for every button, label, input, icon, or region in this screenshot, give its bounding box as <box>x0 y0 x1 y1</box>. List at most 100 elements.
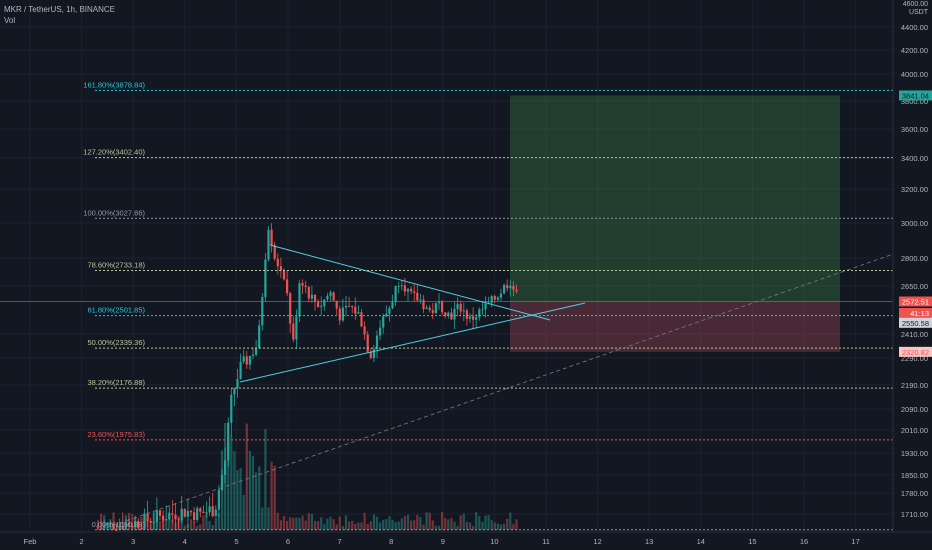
price-axis-tick: 4000.00 <box>901 70 928 79</box>
volume-bar <box>487 514 490 530</box>
candle-body <box>499 293 503 298</box>
candle-body <box>96 527 100 529</box>
candle-body <box>317 301 320 308</box>
triangle-upper-trendline[interactable] <box>269 244 551 321</box>
candle-body <box>248 355 251 365</box>
price-axis-tick: 4200.00 <box>901 46 928 55</box>
time-axis-label: 4 <box>183 537 187 546</box>
position-zones[interactable] <box>0 95 893 352</box>
candle-body <box>462 310 465 312</box>
candle-body <box>267 229 270 260</box>
volume-bar <box>329 516 332 530</box>
volume-bar <box>478 516 481 530</box>
candle-body <box>323 299 326 307</box>
candle-body <box>289 293 292 324</box>
candle-body <box>391 302 394 309</box>
candle-body <box>112 523 115 530</box>
candle-body <box>152 521 155 523</box>
candle-body <box>478 309 481 318</box>
volume-bar <box>493 522 496 530</box>
volume-bar <box>422 524 425 530</box>
price-axis-tick: 1710.00 <box>901 510 928 519</box>
candle-body <box>369 351 372 358</box>
volume-bar <box>344 515 348 530</box>
price-axis-tick: 3400.00 <box>901 154 928 163</box>
price-axis-tick: 2190.00 <box>901 381 928 390</box>
volume-bar <box>307 513 310 530</box>
time-axis[interactable]: Feb 2 3 4 5 6 7 8 9 10 11 12 13 14 15 16 17 <box>0 531 932 546</box>
volume-bar <box>245 423 248 530</box>
candle-body <box>332 292 335 301</box>
price-axis-header: USDT <box>909 9 929 16</box>
candle-body <box>242 356 245 362</box>
long-term-support-line[interactable] <box>99 249 906 531</box>
volume-bar <box>183 525 186 530</box>
volume-bar <box>459 515 462 530</box>
candle-body <box>134 520 137 528</box>
profit-zone[interactable] <box>510 95 840 302</box>
candle-body <box>375 335 379 350</box>
candle-body <box>388 308 391 314</box>
price-tag-label: 41:13 <box>910 309 929 318</box>
volume-bar <box>304 520 307 530</box>
volume-bar <box>214 517 217 530</box>
volume-bar <box>499 524 503 530</box>
price-tag-label: 2550.58 <box>902 319 929 328</box>
price-tag-label: 2572.51 <box>902 297 929 306</box>
volume-bar <box>112 512 115 530</box>
candle-body <box>224 460 227 475</box>
price-axis[interactable]: 4600.00USDT4400.004200.004000.003800.003… <box>892 0 932 532</box>
volume-bar <box>286 521 289 530</box>
price-tag-background <box>899 308 932 318</box>
price-axis-tick: 2010.00 <box>901 426 928 435</box>
candle-body <box>354 306 357 314</box>
volume-bar <box>416 514 419 530</box>
symbol-title[interactable]: MKR / TetherUS, 1h, BINANCE <box>4 5 115 14</box>
candle-body <box>121 525 124 530</box>
volume-bar <box>444 518 447 530</box>
volume-bar <box>242 494 245 530</box>
candle-body <box>189 510 193 513</box>
candle-body <box>146 513 149 521</box>
volume-indicator-label[interactable]: Vol <box>4 16 16 25</box>
volume-bar <box>317 521 320 530</box>
volume-bar <box>313 521 317 530</box>
candle-body <box>177 519 180 521</box>
volume-bar <box>230 435 233 530</box>
candle-body <box>255 348 258 355</box>
candle-body <box>428 307 431 311</box>
stop-loss-zone[interactable] <box>510 301 840 352</box>
candle-body <box>475 317 478 320</box>
time-axis-label: 14 <box>697 537 705 546</box>
price-axis-tick: 3200.00 <box>901 185 928 194</box>
price-axis-tick: 2650.00 <box>901 282 928 291</box>
candle-body <box>307 287 310 299</box>
volume-bar <box>450 518 453 530</box>
trendlines[interactable] <box>99 244 906 531</box>
triangle-lower-trendline[interactable] <box>239 302 586 383</box>
candle-body <box>419 299 422 301</box>
volume-bar <box>357 522 360 530</box>
volume-bar <box>261 507 264 530</box>
time-axis-label: 8 <box>389 537 393 546</box>
fib-level-label: 38.20%(2176.88) <box>87 378 145 387</box>
candle-body <box>459 303 462 312</box>
candle-body <box>434 303 437 313</box>
candle-body <box>233 388 236 395</box>
volume-bar <box>456 525 459 530</box>
fib-level-label: 0.00%(1650.88) <box>92 520 146 529</box>
candle-body <box>484 303 487 310</box>
candle-body <box>140 528 143 530</box>
volume-bar <box>437 525 441 530</box>
candle-body <box>261 297 264 326</box>
candle-body <box>444 312 447 317</box>
fibonacci-levels[interactable]: 161.80%(3878.84) 127.20%(3402.40) 100.00%(… <box>83 80 893 531</box>
candle-body <box>171 513 174 515</box>
price-axis-tick: 2090.00 <box>901 405 928 414</box>
candle-body <box>431 310 434 313</box>
candle-body <box>506 284 509 289</box>
candle-body <box>165 519 168 521</box>
candle-body <box>453 309 456 320</box>
volume-bar <box>168 512 171 530</box>
